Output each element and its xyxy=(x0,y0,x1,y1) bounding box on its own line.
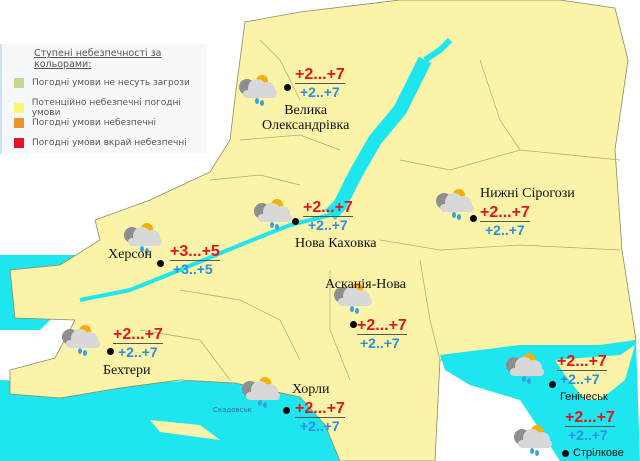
day-temperature: +2...+7 xyxy=(303,199,353,217)
night-temperature: +3..+5 xyxy=(173,261,213,277)
land xyxy=(9,0,637,461)
night-temperature: +2..+7 xyxy=(300,418,340,434)
city-dot xyxy=(157,260,164,267)
cloud-sun-rain-icon xyxy=(250,196,296,230)
night-temperature: +2..+7 xyxy=(568,427,608,443)
legend-swatch xyxy=(14,118,24,128)
night-temperature: +2..+7 xyxy=(485,222,525,238)
city-label: Велика Олександрівка xyxy=(262,103,349,133)
city-label: Генічеськ xyxy=(560,391,608,403)
legend-item-extreme: Погодні умови вкрай небезпечні xyxy=(14,138,187,148)
city-label: Нижні Сірогози xyxy=(480,186,575,201)
legend: Ступені небезпечності за кольорами: Пого… xyxy=(0,44,207,154)
cloud-sun-rain-icon xyxy=(238,374,284,408)
legend-title: Ступені небезпечності за кольорами: xyxy=(34,48,162,70)
day-temperature: +3...+5 xyxy=(170,243,220,261)
city-label-line: Велика xyxy=(284,103,328,118)
day-temperature: +2...+7 xyxy=(295,66,345,84)
skadovsk-label: Скадовськ xyxy=(213,406,252,414)
cloud-sun-rain-icon xyxy=(510,422,556,456)
night-temperature: +2..+7 xyxy=(300,84,340,100)
legend-label: Погодні умови небезпечні xyxy=(32,118,157,128)
day-temperature: +2...+7 xyxy=(357,317,407,335)
legend-swatch xyxy=(14,138,24,148)
city-label-line: Олександрівка xyxy=(262,118,350,133)
legend-label: Погодні умови вкрай небезпечні xyxy=(32,138,187,148)
cloud-sun-rain-icon xyxy=(120,220,166,254)
city-label: Херсон xyxy=(108,247,153,262)
night-temperature: +2..+7 xyxy=(360,335,400,351)
dnipro-reservoir xyxy=(325,56,432,220)
night-temperature: +2..+7 xyxy=(560,371,600,387)
day-temperature: +2...+7 xyxy=(565,409,615,427)
day-temperature: +2...+7 xyxy=(295,400,345,418)
city-dot xyxy=(284,84,291,91)
legend-item-dangerous: Погодні умови небезпечні xyxy=(14,118,156,128)
legend-swatch xyxy=(14,78,24,88)
night-temperature: +2..+7 xyxy=(118,344,158,360)
city-label: Асканія-Нова xyxy=(325,277,407,292)
city-dot xyxy=(292,218,299,225)
city-dot xyxy=(283,407,290,414)
arabat-spit xyxy=(555,345,635,400)
cloud-sun-rain-icon xyxy=(432,186,478,220)
city-dot xyxy=(470,215,477,222)
legend-label: Потенційно небезпечні погодні умови xyxy=(31,98,181,118)
river-upper xyxy=(423,37,453,63)
cloud-sun-rain-icon xyxy=(330,280,376,314)
spit-tendra xyxy=(150,420,220,440)
city-label: Хорли xyxy=(292,382,330,397)
night-temperature: +2..+7 xyxy=(308,217,348,233)
cloud-sun-rain-icon xyxy=(502,350,548,384)
legend-item-potential: Потенційно небезпечні погодні умови xyxy=(14,98,207,118)
cloud-sun-rain-icon xyxy=(58,322,104,356)
city-label: Стрілкове xyxy=(573,447,624,459)
city-dot xyxy=(350,321,357,328)
day-temperature: +2...+7 xyxy=(113,326,163,344)
day-temperature: +2...+7 xyxy=(557,353,607,371)
city-label: Нова Каховка xyxy=(295,236,377,251)
legend-swatch xyxy=(14,103,24,113)
city-label: Бехтери xyxy=(103,363,151,378)
legend-item-safe: Погодні умови не несуть загрози xyxy=(14,78,190,88)
cloud-sun-rain-icon xyxy=(235,72,281,106)
district-borders xyxy=(139,39,621,381)
day-temperature: +2...+7 xyxy=(480,204,530,222)
legend-label: Погодні умови не несуть загрози xyxy=(32,78,190,88)
city-dot xyxy=(107,348,114,355)
city-dot xyxy=(562,450,569,457)
city-dot xyxy=(549,381,556,388)
